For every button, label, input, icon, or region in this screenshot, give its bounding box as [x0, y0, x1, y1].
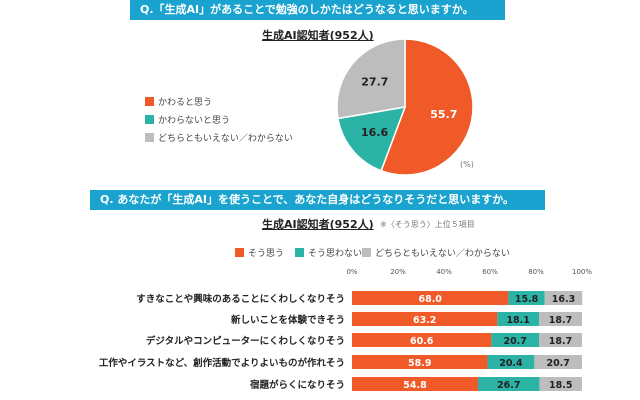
category-label: すきなことや興味のあることにくわしくなりそう	[136, 294, 345, 305]
bar-value-label: 16.3	[552, 294, 575, 305]
bar-value-label: 20.4	[499, 358, 523, 369]
legend-swatch	[362, 248, 371, 257]
bar-legend-item: そう思う	[235, 246, 284, 259]
bar-value-label: 18.1	[506, 315, 529, 326]
bar-value-label: 20.7	[503, 336, 526, 347]
x-tick-label: 0%	[346, 268, 358, 276]
pie-value-label: 27.7	[361, 76, 388, 89]
bar-subtitle: 生成AI認知者(952人)	[262, 218, 374, 231]
legend-swatch	[145, 133, 154, 142]
bar-segment	[544, 291, 583, 305]
bar-segment	[352, 291, 509, 305]
bar-value-label: 18.7	[549, 315, 572, 326]
x-tick-label: 100%	[571, 268, 593, 276]
pie-legend-item: どちらともいえない／わからない	[145, 131, 293, 144]
legend-label: どちらともいえない／わからない	[375, 249, 510, 259]
bar-value-label: 63.2	[413, 315, 436, 326]
legend-swatch	[145, 97, 154, 106]
category-label: 新しいことを体験できそう	[230, 315, 345, 326]
legend-label: どちらともいえない／わからない	[158, 134, 293, 144]
bar-segment	[478, 377, 540, 391]
legend-label: そう思う	[248, 249, 285, 259]
bar-value-label: 68.0	[418, 294, 442, 305]
bar-segment	[352, 377, 479, 391]
x-tick-label: 40%	[436, 268, 452, 276]
bar-value-label: 54.8	[403, 380, 427, 391]
bar-segment	[497, 312, 539, 326]
bar-value-label: 18.7	[549, 336, 572, 347]
pie-subtitle: 生成AI認知者(952人)	[262, 29, 374, 42]
pie-slice	[380, 38, 474, 176]
bar-segment	[538, 312, 582, 326]
legend-swatch	[295, 248, 304, 257]
bar-segment	[538, 333, 582, 347]
bar-value-label: 58.9	[408, 358, 431, 369]
bar-value-label: 20.7	[546, 358, 569, 369]
bar-segment	[491, 333, 539, 347]
bar-legend-item: そう思わない	[295, 246, 362, 259]
legend-swatch	[145, 115, 154, 124]
category-label: 工作やイラストなど、創作活動でよりよいものが作れそう	[98, 358, 345, 369]
bar-segment	[534, 355, 582, 369]
x-tick-label: 80%	[528, 268, 544, 276]
bar-segment	[508, 291, 545, 305]
pie-question-banner: Q.「生成AI」があることで勉強のしかたはどうなると思いますか。	[130, 0, 505, 20]
pie-legend-item: かわらないと思う	[145, 113, 230, 126]
bar-legend-item: どちらともいえない／わからない	[362, 246, 510, 259]
bar-note: ※〈そう思う〉上位５項目	[380, 220, 475, 229]
pie-slice	[336, 38, 406, 120]
pie-value-label: 55.7	[430, 108, 457, 121]
bar-value-label: 26.7	[497, 380, 520, 391]
bar-segment	[352, 355, 488, 369]
pie-unit: (%)	[460, 160, 474, 169]
bar-segment	[352, 333, 492, 347]
x-tick-label: 20%	[390, 268, 406, 276]
category-label: デジタルやコンピューターにくわしくなりそう	[145, 336, 345, 347]
bar-segment	[352, 312, 498, 326]
x-tick-label: 60%	[482, 268, 498, 276]
bar-value-label: 60.6	[410, 336, 434, 347]
bar-value-label: 15.8	[515, 294, 539, 305]
legend-label: そう思わない	[308, 249, 363, 259]
category-label: 宿題がらくになりそう	[249, 380, 345, 391]
bar-segment	[487, 355, 535, 369]
pie-slice	[337, 106, 407, 172]
legend-label: かわると思う	[158, 98, 213, 108]
bar-value-label: 18.5	[549, 380, 572, 391]
legend-label: かわらないと思う	[158, 116, 231, 126]
legend-swatch	[235, 248, 244, 257]
bar-question-banner: Q. あなたが「生成AI」を使うことで、あなた自身はどうなりそうだと思いますか。	[90, 190, 545, 210]
pie-value-label: 16.6	[361, 126, 388, 139]
bar-segment	[539, 377, 582, 391]
pie-legend-item: かわると思う	[145, 95, 212, 108]
